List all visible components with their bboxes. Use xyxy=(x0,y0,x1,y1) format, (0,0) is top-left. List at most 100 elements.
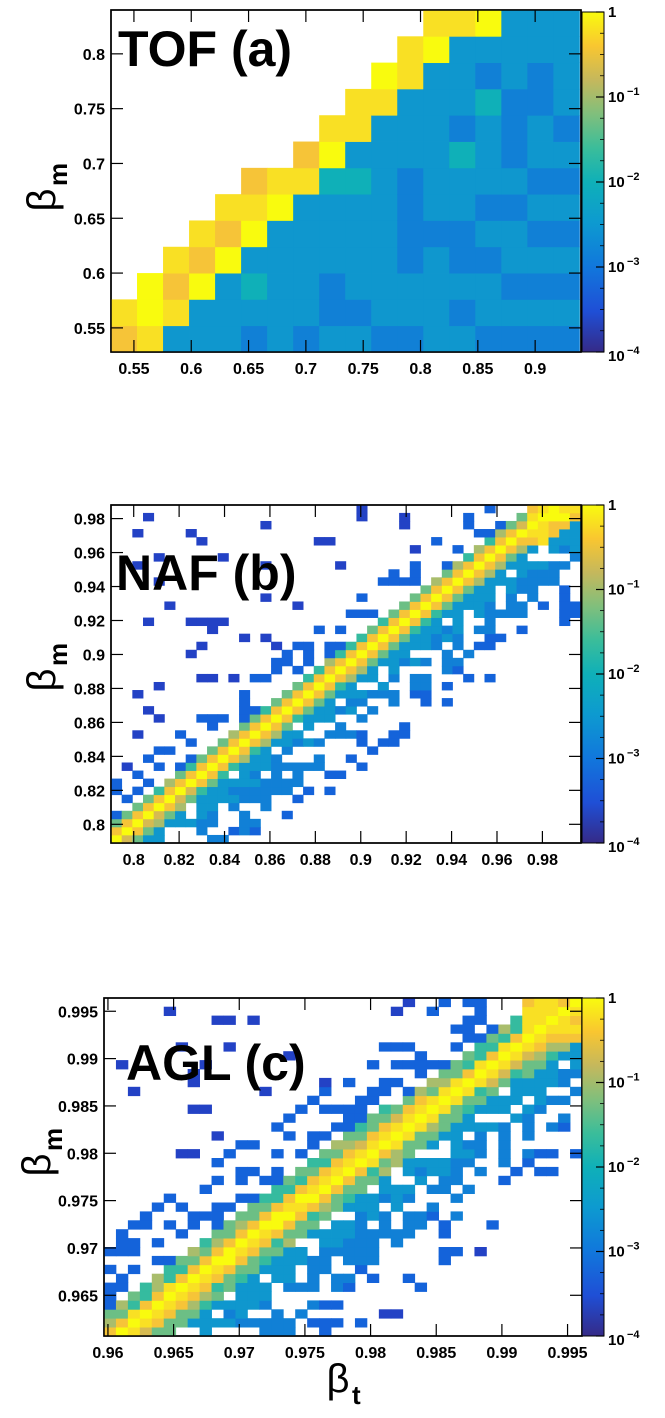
heatmap-cell xyxy=(548,561,560,570)
heatmap-cell xyxy=(450,1095,463,1106)
y-axis-title: β m xyxy=(15,1128,68,1177)
heatmap-cell xyxy=(271,738,283,747)
heatmap-cell xyxy=(397,141,424,169)
heatmap-cell xyxy=(390,1229,404,1239)
y-tick-label: 0.96 xyxy=(74,546,105,563)
heatmap-cell xyxy=(388,657,400,667)
heatmap-cell xyxy=(474,1033,487,1043)
heatmap-cell xyxy=(484,577,496,586)
heatmap-cell xyxy=(498,1175,511,1186)
heatmap-cell xyxy=(343,1140,356,1150)
heatmap-cell xyxy=(426,1086,439,1097)
heatmap-cell xyxy=(196,802,208,812)
colorbar-tick-label: 1 xyxy=(608,990,616,1007)
heatmap-cell xyxy=(292,641,304,651)
x-tick-label: 0.975 xyxy=(285,1345,325,1362)
heatmap-cell xyxy=(343,1229,356,1239)
heatmap-cell xyxy=(307,1273,320,1284)
heatmap-cell xyxy=(343,1166,356,1177)
heatmap-cell xyxy=(354,1255,368,1266)
heatmap-cell xyxy=(343,1220,356,1230)
heatmap-cell xyxy=(115,1282,129,1292)
heatmap-cell xyxy=(553,299,580,327)
heatmap-cell xyxy=(463,512,475,522)
heatmap-cell xyxy=(537,504,549,514)
heatmap-cell xyxy=(402,1184,416,1195)
x-tick-label: 0.96 xyxy=(481,852,512,869)
y-tick-label: 0.92 xyxy=(74,613,105,630)
heatmap-cell xyxy=(127,1238,141,1248)
heatmap-cell xyxy=(450,1140,463,1150)
heatmap-cell xyxy=(187,1264,200,1275)
heatmap-cell xyxy=(484,601,496,610)
heatmap-cell xyxy=(558,1006,571,1017)
heatmap-cell xyxy=(441,577,453,586)
heatmap-cell xyxy=(187,1300,200,1310)
heatmap-cell xyxy=(501,36,528,64)
heatmap-cell xyxy=(409,690,421,699)
heatmap-cell xyxy=(307,1220,320,1230)
heatmap-cell xyxy=(331,1149,344,1159)
svg-text:β: β xyxy=(326,1357,349,1401)
heatmap-cell xyxy=(187,1247,200,1257)
heatmap-cell xyxy=(207,625,219,635)
heatmap-cell xyxy=(558,1077,571,1088)
heatmap-cell xyxy=(319,299,346,327)
heatmap-cell xyxy=(390,1122,404,1132)
heatmap-cell xyxy=(431,601,443,610)
heatmap-cell xyxy=(516,585,528,594)
heatmap-cell xyxy=(449,10,476,37)
heatmap-cells xyxy=(104,997,583,1337)
heatmap-cell xyxy=(259,1202,272,1212)
heatmap-cell xyxy=(390,1184,404,1195)
heatmap-cell xyxy=(516,561,528,570)
heatmap-cell xyxy=(462,1015,475,1025)
heatmap-cell xyxy=(271,1255,284,1266)
heatmap-cell xyxy=(463,553,475,562)
heatmap-cell xyxy=(281,786,293,796)
heatmap-cell xyxy=(164,601,176,610)
heatmap-cell xyxy=(452,633,464,643)
heatmap-cell xyxy=(397,246,424,274)
heatmap-cell xyxy=(303,649,315,659)
heatmap-cell xyxy=(319,1211,332,1221)
heatmap-cell xyxy=(331,1220,344,1230)
heatmap-cell xyxy=(426,1104,439,1114)
heatmap-cell xyxy=(452,593,464,602)
heatmap-cell xyxy=(175,794,187,804)
heatmap-cell xyxy=(259,1238,272,1248)
heatmap-cell xyxy=(484,617,496,627)
heatmap-cell xyxy=(354,1158,368,1168)
heatmap-cell xyxy=(473,625,485,635)
heatmap-cell xyxy=(260,593,272,602)
heatmap-cell xyxy=(473,585,485,594)
heatmap-cell xyxy=(143,818,155,828)
heatmap-cell xyxy=(319,273,346,300)
heatmap-cell xyxy=(239,778,251,788)
heatmap-cell xyxy=(516,512,528,522)
heatmap-cell xyxy=(228,786,240,796)
heatmap-cell xyxy=(438,1131,451,1141)
heatmap-cell xyxy=(249,794,261,804)
heatmap-cell xyxy=(235,1220,248,1230)
y-tick-label: 0.84 xyxy=(74,749,105,766)
heatmap-cells xyxy=(111,10,580,353)
heatmap-cell xyxy=(378,1220,392,1230)
heatmap-cell xyxy=(495,577,507,586)
heatmap-cell xyxy=(546,1015,559,1025)
y-axis-title: β m xyxy=(20,163,73,212)
heatmap-cell xyxy=(378,1211,392,1221)
heatmap-cell xyxy=(324,681,336,691)
heatmap-cell xyxy=(510,1033,523,1043)
heatmap-cell xyxy=(397,167,424,195)
heatmap-cell xyxy=(175,1309,189,1319)
heatmap-cell xyxy=(498,1149,511,1159)
heatmap-cell xyxy=(281,730,293,739)
heatmap-cell xyxy=(187,1069,200,1079)
heatmap-cell xyxy=(522,1086,535,1097)
heatmap-cell xyxy=(510,1015,523,1025)
heatmap-cell xyxy=(402,1273,416,1284)
heatmap-cell xyxy=(354,1247,368,1257)
heatmap-cell xyxy=(438,1158,451,1168)
heatmap-cell xyxy=(295,1220,308,1230)
